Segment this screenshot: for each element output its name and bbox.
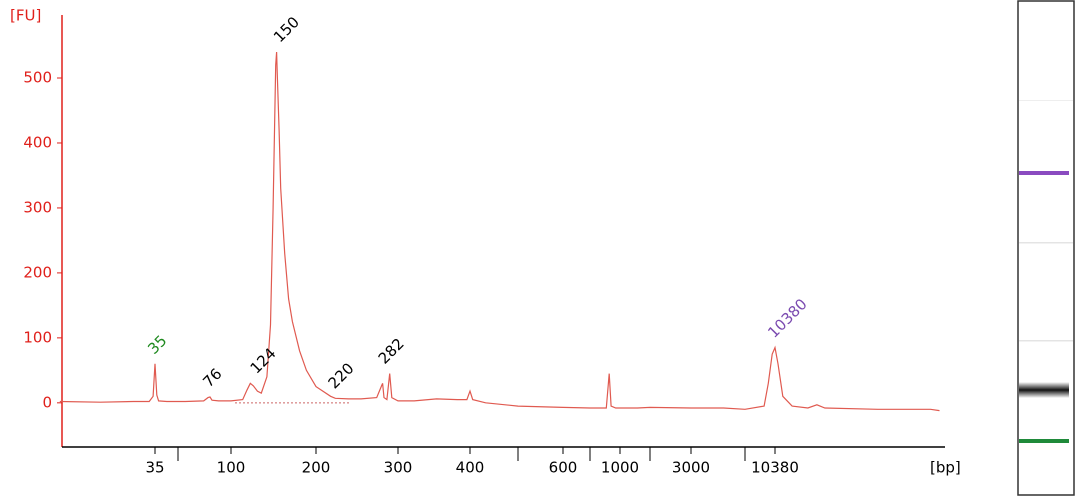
upper-marker-band	[1019, 171, 1069, 175]
faint-band	[1019, 100, 1073, 101]
trace	[60, 52, 940, 411]
x-tick-label: 35	[145, 459, 164, 477]
peak-label: 282	[375, 335, 408, 368]
y-tick-label: 500	[23, 69, 52, 87]
gel-lane	[1018, 1, 1074, 495]
y-tick-label: 400	[23, 133, 52, 151]
peak-label: 35	[144, 332, 170, 358]
lane	[1018, 1, 1074, 495]
faint-band	[1019, 340, 1073, 342]
page: [FU] [bp] 0 100 200 300 400 500 35 100 200 300 400…	[0, 0, 1077, 500]
x-tick-label: 10380	[751, 459, 799, 477]
peak-label: 124	[247, 344, 280, 377]
x-tick-label: 600	[549, 459, 578, 477]
x-tick-label: 100	[217, 459, 246, 477]
x-tick-label: 200	[302, 459, 331, 477]
x-tick-label: 300	[384, 459, 413, 477]
peak-label: 76	[199, 365, 225, 391]
y-tick-label: 200	[23, 263, 52, 281]
peak-label: 10380	[764, 295, 810, 341]
chart: [FU] [bp] 0 100 200 300 400 500 35 100 200 300 400…	[0, 0, 1077, 500]
x-axis-label: [bp]	[930, 459, 961, 477]
faint-band	[1019, 242, 1073, 244]
main-band	[1019, 382, 1069, 398]
peak-label: 220	[325, 359, 358, 392]
y-axis-label: [FU]	[10, 7, 41, 25]
x-tick-label: 1000	[601, 459, 639, 477]
y-tick-label: 300	[23, 198, 52, 216]
x-tick-label: 400	[456, 459, 485, 477]
x-tick-label: 3000	[672, 459, 710, 477]
y-tick-label: 0	[42, 393, 52, 411]
peak-label: 150	[270, 13, 303, 46]
y-tick-label: 100	[23, 328, 52, 346]
lower-marker-band	[1019, 439, 1069, 443]
